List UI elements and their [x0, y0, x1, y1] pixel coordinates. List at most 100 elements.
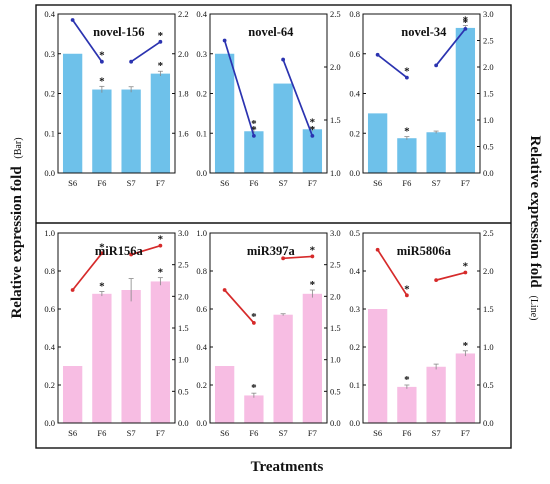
x-tick-label-s7: S7 [279, 428, 288, 438]
chart-panel-2: ****0.00.10.20.30.41.01.52.02.5S6 F6 S7 F7n… [196, 9, 340, 188]
line-segment-2 [435, 28, 467, 66]
right-tick-label: 2.0 [483, 266, 494, 276]
right-tick-label: 2.5 [330, 9, 341, 19]
right-tick-label: 2.0 [178, 49, 189, 59]
bar-significance-marker: * [158, 267, 164, 279]
line-point-s7 [281, 57, 286, 62]
line-significance-marker: * [251, 311, 257, 323]
left-tick-label: 0.4 [349, 89, 360, 99]
x-tick-label-f7: F7 [308, 178, 317, 188]
right-tick-label: 3.0 [330, 228, 341, 238]
line-point-f6 [99, 251, 104, 256]
x-tick-label-s6: S6 [373, 178, 382, 188]
line-point-s7 [434, 63, 439, 68]
left-tick-label: 0.3 [196, 49, 207, 59]
right-tick-label: 2.5 [483, 228, 494, 238]
x-tick-label-s7: S7 [279, 178, 288, 188]
line-segment-1 [223, 40, 255, 137]
error-bar-f7 [309, 289, 315, 298]
chart-panel-3: ****0.00.20.40.60.80.00.51.01.52.02.53.0… [349, 9, 493, 188]
bar-s7 [273, 314, 293, 423]
chart-panels: ****0.00.10.20.30.41.61.82.02.2S6 F6 S7 F7n… [44, 9, 493, 438]
x-tick-label-f7: F7 [156, 428, 165, 438]
right-tick-label: 3.0 [178, 228, 189, 238]
x-tick-label-f7: F7 [156, 178, 165, 188]
left-tick-label: 0.0 [196, 418, 207, 428]
line-segment-2 [435, 271, 466, 281]
bar-f7 [150, 281, 171, 423]
line-point-s6 [70, 288, 75, 292]
right-axis-label-unit: (Line) [528, 295, 539, 320]
bar-f6 [397, 138, 417, 173]
right-tick-label: 0.0 [483, 418, 494, 428]
x-tick-label-f6: F6 [97, 178, 106, 188]
right-tick-label: 2.0 [330, 62, 341, 72]
bar-significance-marker: * [404, 126, 410, 138]
left-tick-label: 0.4 [44, 342, 55, 352]
error-bar-f6 [251, 392, 257, 398]
left-tick-label: 0.8 [196, 266, 207, 276]
right-tick-label: 0.5 [483, 142, 494, 152]
error-bar-s7 [128, 86, 134, 93]
line-significance-marker: * [99, 50, 105, 62]
line-point-f7 [463, 26, 468, 31]
right-tick-label: 1.0 [330, 355, 341, 365]
line-point-f6 [404, 75, 409, 80]
x-axis-label: Treatments [251, 459, 324, 475]
x-tick-label-f6: F6 [249, 178, 258, 188]
chart-title: miR5806a [397, 244, 452, 258]
error-bar-f7 [462, 350, 468, 357]
bar-significance-marker: * [310, 279, 316, 291]
left-tick-label: 0.2 [44, 89, 55, 99]
line-segment-1 [376, 249, 408, 296]
right-tick-label: 2.5 [483, 36, 494, 46]
x-tick-label-f7: F7 [308, 428, 317, 438]
right-tick-label: 0.5 [178, 386, 189, 396]
left-tick-label: 0.5 [349, 228, 360, 238]
right-tick-label: 1.5 [483, 89, 494, 99]
left-tick-label: 0.4 [44, 9, 55, 19]
bar-f6 [244, 131, 264, 173]
bar-significance-marker: * [404, 374, 410, 386]
right-tick-label: 2.0 [178, 291, 189, 301]
left-tick-label: 0.8 [349, 9, 360, 19]
error-bar-f6 [404, 384, 410, 389]
bar-s7 [121, 290, 141, 423]
bar-s6 [367, 113, 388, 173]
left-tick-label: 0.4 [196, 342, 207, 352]
line-significance-marker: * [310, 244, 316, 256]
bar-s6 [62, 366, 83, 423]
line-point-s6 [70, 18, 75, 22]
left-tick-label: 0.3 [44, 49, 55, 59]
right-tick-label: 1.5 [483, 304, 494, 314]
x-tick-label-s6: S6 [68, 428, 77, 438]
right-tick-label: 1.5 [330, 115, 341, 125]
left-tick-label: 0.6 [44, 304, 55, 314]
x-tick-label-s7: S7 [127, 178, 136, 188]
left-tick-label: 0.0 [349, 418, 360, 428]
line-point-s6 [222, 288, 227, 292]
bar-f7 [302, 293, 323, 423]
chart-title: miR397a [247, 244, 296, 258]
right-tick-label: 0.5 [330, 386, 341, 396]
error-bar-f6 [99, 291, 105, 297]
line-segment-1 [71, 19, 103, 63]
bar-significance-marker: * [251, 382, 257, 394]
line-point-f7 [463, 270, 468, 275]
chart-panel-5: * * * * 0.0 0.2 0.4 0.6 0.8 1.0 0.0 0.5 1.0 1.5 2.0 2.5… [196, 228, 340, 438]
right-tick-label: 2.2 [178, 9, 189, 19]
line-point-f7 [158, 243, 163, 248]
bar-f6 [244, 395, 264, 423]
x-tick-label-s6: S6 [220, 178, 229, 188]
left-tick-label: 0.6 [349, 49, 360, 59]
error-bar-f7 [157, 70, 163, 77]
left-tick-label: 0.1 [44, 128, 55, 138]
x-tick-label-f6: F6 [249, 428, 258, 438]
right-tick-label: 1.6 [178, 128, 189, 138]
error-bar-s7 [128, 278, 134, 302]
x-tick-label-s6: S6 [68, 178, 77, 188]
line-segment-2 [130, 41, 161, 63]
error-bar-f6 [99, 85, 105, 93]
left-tick-label: 0.2 [196, 89, 207, 99]
